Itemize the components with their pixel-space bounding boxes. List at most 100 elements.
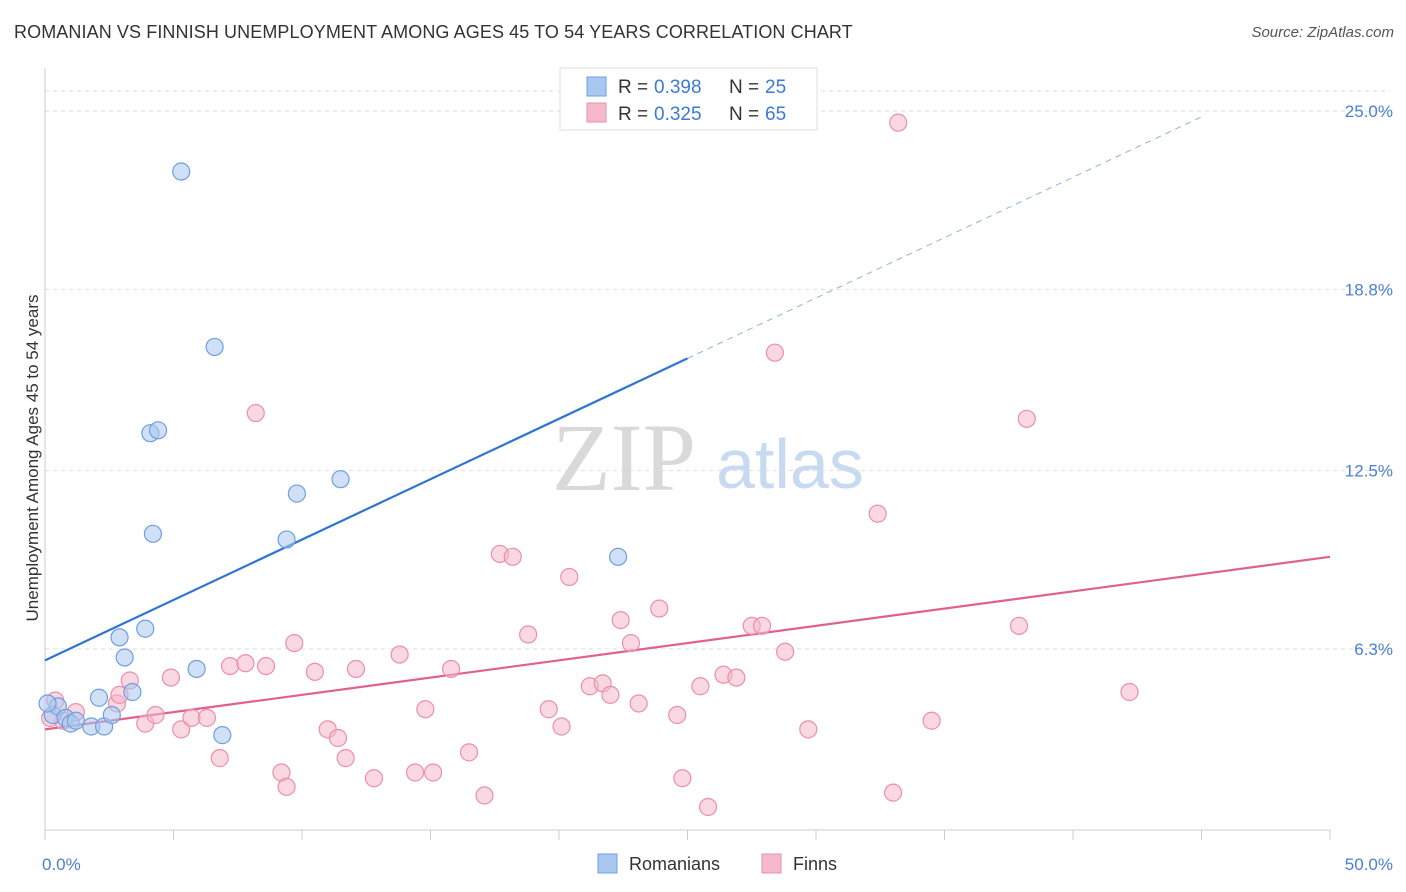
romanian-point-16 — [172, 162, 191, 181]
legend-swatch-finns — [586, 102, 607, 123]
romanian-point-8 — [102, 705, 121, 725]
finn-point-37 — [552, 717, 571, 736]
y-tick-label-3: 25.0% — [1345, 102, 1393, 121]
finn-point-26 — [390, 645, 409, 664]
romanian-point-22 — [331, 470, 350, 489]
finn-point-34 — [503, 547, 522, 566]
finn-point-9 — [172, 720, 191, 739]
finn-point-28 — [416, 700, 435, 719]
finn-point-51 — [727, 668, 746, 687]
finn-point-15 — [246, 403, 265, 423]
finn-point-41 — [601, 685, 620, 704]
finn-point-44 — [629, 694, 648, 713]
trend-line-0 — [44, 357, 688, 662]
romanian-point-9 — [110, 628, 129, 647]
finn-point-48 — [691, 677, 710, 696]
bottom-legend-swatch-finns — [761, 853, 782, 874]
romanian-point-12 — [136, 619, 155, 638]
chart-title: ROMANIAN VS FINNISH UNEMPLOYMENT AMONG A… — [14, 22, 853, 42]
finn-point-42 — [611, 610, 630, 630]
romanian-point-20 — [277, 530, 296, 549]
romanian-point-21 — [287, 484, 306, 503]
bottom-legend-label-romanians: Romanians — [629, 854, 720, 874]
finn-point-12 — [210, 749, 229, 768]
finn-point-58 — [883, 783, 903, 802]
y-axis-title: Unemployment Among Ages 45 to 54 years — [23, 295, 42, 622]
finn-point-35 — [519, 625, 538, 644]
watermark-atlas: atlas — [716, 425, 864, 503]
finn-point-46 — [668, 705, 687, 725]
romanian-point-19 — [213, 726, 232, 745]
series-legend: Romanians Finns — [597, 853, 837, 874]
finn-point-10 — [182, 708, 201, 727]
x-tick-label-min: 0.0% — [42, 855, 81, 874]
finn-point-7 — [146, 705, 165, 725]
trend-line-extension-0 — [687, 116, 1202, 359]
finn-point-59 — [889, 113, 908, 132]
trend-lines — [44, 116, 1331, 731]
legend-n-label-1: N = — [729, 77, 759, 98]
finn-point-60 — [922, 711, 941, 730]
finn-point-14 — [236, 654, 255, 673]
legend-n-value-2: 65 — [765, 104, 786, 125]
romanian-point-4 — [66, 711, 85, 730]
finn-point-27 — [405, 763, 425, 782]
finn-point-45 — [650, 599, 669, 618]
finn-point-63 — [1120, 682, 1139, 702]
finn-point-47 — [673, 769, 692, 788]
y-tick-label-2: 18.8% — [1345, 280, 1393, 299]
romanian-point-11 — [123, 682, 142, 702]
finn-point-29 — [423, 763, 443, 782]
finn-point-8 — [161, 668, 181, 687]
finn-point-43 — [621, 633, 641, 653]
bottom-legend-swatch-romanians — [597, 853, 618, 874]
romanian-point-18 — [205, 337, 224, 357]
finn-point-23 — [336, 749, 355, 768]
legend-n-value-1: 25 — [765, 77, 786, 98]
bottom-legend-label-finns: Finns — [793, 854, 837, 874]
finn-point-53 — [752, 616, 772, 635]
finn-point-18 — [277, 777, 296, 796]
finn-point-13 — [220, 656, 240, 676]
finn-point-32 — [475, 786, 494, 805]
finn-point-30 — [441, 659, 461, 679]
finn-point-25 — [364, 769, 384, 788]
trend-line-1 — [44, 555, 1331, 731]
legend-r-label-1: R = — [618, 77, 648, 98]
x-tick-label-max: 50.0% — [1345, 855, 1393, 874]
x-axis-ticks — [44, 830, 1331, 840]
y-tick-labels: 6.3% 12.5% 18.8% 25.0% — [1345, 102, 1393, 659]
legend-swatch-romanians — [586, 76, 607, 97]
legend-r-value-2: 0.325 — [654, 104, 702, 125]
finn-point-56 — [799, 720, 818, 739]
finn-point-20 — [305, 662, 324, 681]
finn-point-38 — [560, 567, 579, 587]
data-points — [38, 113, 1139, 817]
stats-legend: R = 0.398 N = 25 R = 0.325 N = 65 — [559, 67, 818, 131]
romanian-point-10 — [115, 648, 134, 667]
finn-point-54 — [765, 343, 784, 362]
finn-point-62 — [1017, 409, 1036, 428]
romanian-point-17 — [187, 659, 206, 679]
source-credit: Source: ZipAtlas.com — [1251, 24, 1394, 41]
finn-point-31 — [459, 743, 479, 762]
legend-r-label-2: R = — [618, 104, 648, 125]
legend-n-label-2: N = — [729, 104, 759, 125]
finn-point-61 — [1009, 616, 1029, 635]
romanian-point-15 — [148, 421, 168, 440]
finn-point-11 — [197, 708, 217, 727]
watermark-zip: ZIP — [552, 404, 696, 511]
romanian-point-24 — [38, 694, 57, 713]
finn-point-22 — [328, 728, 348, 748]
legend-r-value-1: 0.398 — [654, 77, 702, 98]
finn-point-36 — [539, 700, 558, 719]
romanian-point-14 — [143, 524, 163, 543]
finn-point-19 — [285, 633, 304, 653]
finn-point-16 — [256, 656, 276, 676]
finn-point-24 — [346, 659, 366, 679]
romanian-point-6 — [89, 688, 109, 707]
finn-point-57 — [868, 504, 887, 523]
y-tick-label-1: 12.5% — [1345, 462, 1393, 481]
finn-point-49 — [698, 797, 718, 817]
